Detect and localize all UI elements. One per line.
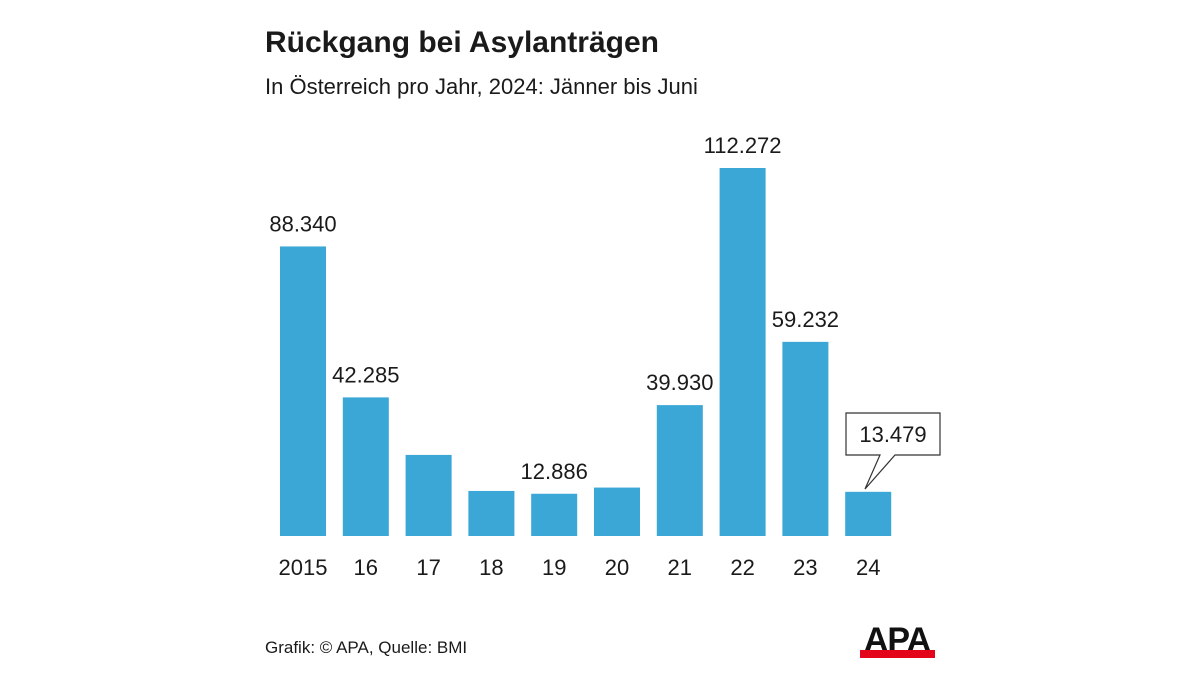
data-label: 59.232 (772, 307, 839, 332)
bar-22 (719, 168, 766, 536)
x-tick-label: 20 (605, 555, 629, 580)
data-label: 42.285 (332, 362, 399, 387)
data-label: 112.272 (704, 133, 782, 158)
data-label: 12.886 (521, 459, 588, 484)
x-tick-label: 17 (416, 555, 440, 580)
bar-23 (782, 341, 829, 536)
data-label: 88.340 (269, 211, 336, 236)
x-tick-label: 23 (793, 555, 817, 580)
bar-16 (342, 397, 389, 536)
bar-24 (845, 491, 892, 536)
data-label: 39.930 (646, 370, 713, 395)
source-note: Grafik: © APA, Quelle: BMI (265, 638, 468, 657)
x-tick-label: 2015 (279, 555, 328, 580)
bar-21 (656, 405, 703, 536)
x-tick-label: 24 (856, 555, 880, 580)
bar-20 (594, 487, 640, 536)
bar-2015 (280, 246, 326, 536)
bar-17 (405, 454, 452, 536)
x-tick-label: 18 (479, 555, 503, 580)
chart-title: Rückgang bei Asylanträgen (265, 26, 659, 59)
data-label: 13.479 (859, 422, 926, 447)
chart-subtitle: In Österreich pro Jahr, 2024: Jänner bis… (265, 74, 698, 99)
x-tick-label: 16 (354, 555, 378, 580)
x-tick-label: 21 (668, 555, 692, 580)
bar-19 (531, 493, 578, 536)
x-tick-label: 19 (542, 555, 566, 580)
callout-box (845, 412, 941, 490)
bar-18 (468, 490, 515, 536)
x-tick-label: 22 (730, 555, 754, 580)
